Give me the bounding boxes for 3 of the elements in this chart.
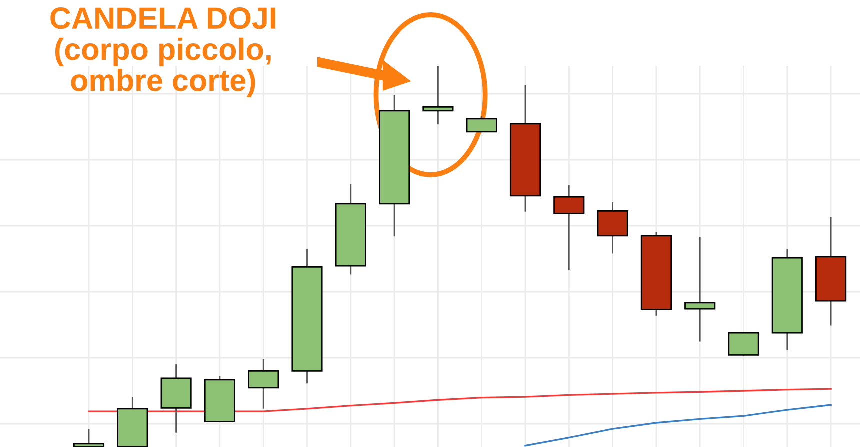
candlestick <box>422 66 454 125</box>
candlestick <box>684 237 716 342</box>
annotation: CANDELA DOJI (corpo piccolo, ombre corte) <box>50 8 276 98</box>
